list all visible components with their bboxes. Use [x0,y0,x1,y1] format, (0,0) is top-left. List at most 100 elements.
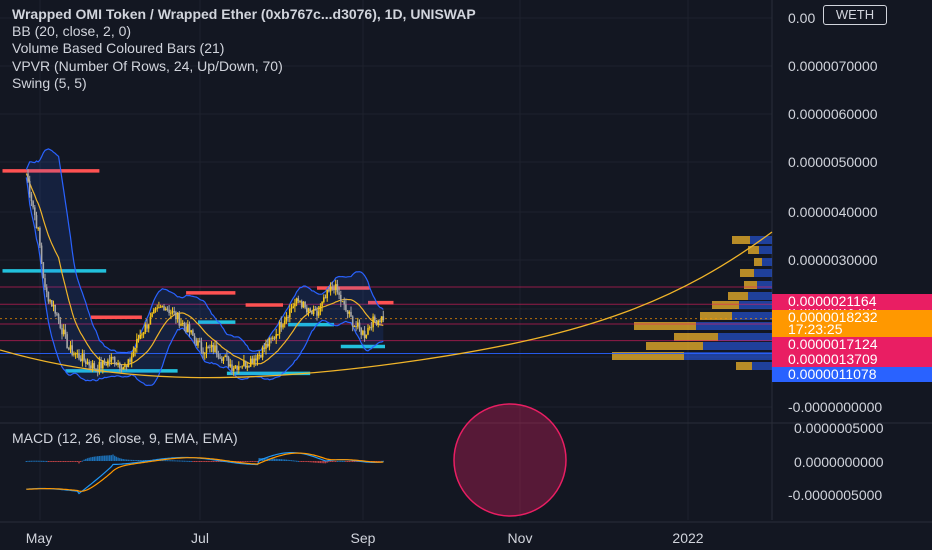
macd-histogram-bar [241,461,243,462]
candle-body [357,322,359,327]
indicator-bb[interactable]: BB (20, close, 2, 0) [12,23,132,40]
candle-body [273,337,276,339]
candle-body [382,316,385,321]
candle-body [227,357,230,367]
candle-body [120,367,123,370]
macd-histogram-bar [78,461,80,464]
candle-body [142,332,145,335]
macd-histogram-bar [88,457,90,461]
macd-histogram-bar [270,458,272,461]
macd-histogram-bar [182,460,184,462]
volume-profile-bar [736,362,752,370]
macd-histogram-bar [180,460,182,462]
candle-body [238,366,240,370]
macd-histogram-bar [39,460,41,462]
candle-body [183,323,186,327]
macd-histogram-bar [280,459,282,461]
candle-body [251,358,254,364]
candle-body [181,323,184,325]
macd-histogram-bar [238,461,240,462]
candle-body [168,309,170,313]
macd-histogram-bar [200,461,203,462]
candle-body [368,327,371,329]
macd-histogram-bar [120,458,123,461]
price-tag-label: 0.0000013709 [788,351,878,367]
candle-body [309,308,311,312]
candle-body [278,322,281,334]
macd-histogram-bar [272,458,274,461]
macd-histogram-bar [321,461,323,464]
candle-body [59,319,62,329]
macd-histogram-bar [277,458,279,461]
volume-profile-bar [728,292,748,300]
macd-histogram-bar [47,461,50,462]
trend-curve-line [0,231,773,379]
candle-body [239,366,242,368]
candles [27,169,385,377]
indicator-swing[interactable]: Swing (5, 5) [12,74,87,91]
volume-profile-bar [718,333,772,341]
candle-body [129,359,131,362]
candle-body [205,346,208,353]
macd-histogram-bar [105,455,107,461]
macd-histogram-bar [117,457,119,461]
macd-histogram-bar [333,461,335,462]
macd-histogram-bar [328,461,330,463]
candle-body [340,294,342,302]
macd-histogram-bar [265,458,267,461]
time-axis[interactable]: May Jul Sep Nov 2022 [0,521,932,546]
macd-legend[interactable]: MACD (12, 26, close, 9, EMA, EMA) [12,430,238,446]
macd-histogram-bar [216,461,218,462]
price-axis-label: -0.0000000000 [788,399,882,415]
candle-body [236,365,238,370]
price-tag-label: 0.0000018232 [788,309,878,325]
candle-body [185,326,187,333]
price-tag [772,294,932,309]
candle-body [345,304,347,311]
candle-body [47,291,50,302]
candle-body [190,330,192,333]
time-axis-label: Jul [191,530,209,546]
macd-histogram-bar [243,461,245,462]
signal-line [26,452,384,492]
price-tag-label: 0.0000017124 [788,336,878,352]
macd-histogram-bar [285,459,288,461]
symbol-title[interactable]: Wrapped OMI Token / Wrapped Ether (0xb76… [12,6,476,22]
candle-body [295,298,298,304]
candle-body [260,354,262,358]
macd-histogram-bar [190,460,192,462]
legend: Wrapped OMI Token / Wrapped Ether (0xb76… [12,6,476,92]
candle-body [316,310,318,316]
price-axis[interactable]: 0.00 0.0000070000 0.0000060000 0.0000050000… [772,10,932,503]
macd-histogram-bar [27,460,29,462]
indicator-vpvr[interactable]: VPVR (Number Of Rows, 24, Up/Down, 70) [12,57,283,74]
candle-body [312,308,315,315]
candle-body [362,330,364,335]
volume-profile-bar [696,322,772,330]
macd-histogram-bar [144,460,146,462]
volume-profile-bar [739,301,772,309]
volume-profile-bar [748,246,759,254]
macd-axis-label: 0.0000005000 [794,420,884,436]
time-axis-label: Nov [508,530,533,546]
macd-histogram-bar [29,460,31,462]
macd-histogram-bar [171,460,174,462]
candle-body [209,346,211,348]
macd-histogram-bar [253,461,255,462]
candle-body [134,347,136,352]
macd-histogram-bar [350,461,352,462]
candle-body [56,313,58,315]
macd-histogram-bar [166,460,169,462]
candle-body [161,306,164,308]
candle-body [304,301,306,308]
candle-body [187,324,189,333]
volume-profile-bar [712,301,739,309]
macd-histogram-bar [86,458,89,461]
indicator-volume-bars[interactable]: Volume Based Coloured Bars (21) [12,40,225,57]
candle-body [164,308,167,311]
macd-axis-label: -0.0000005000 [788,487,882,503]
candle-body [192,330,194,336]
macd-histogram-bar [217,461,220,462]
quote-currency-button[interactable]: WETH [823,5,887,25]
